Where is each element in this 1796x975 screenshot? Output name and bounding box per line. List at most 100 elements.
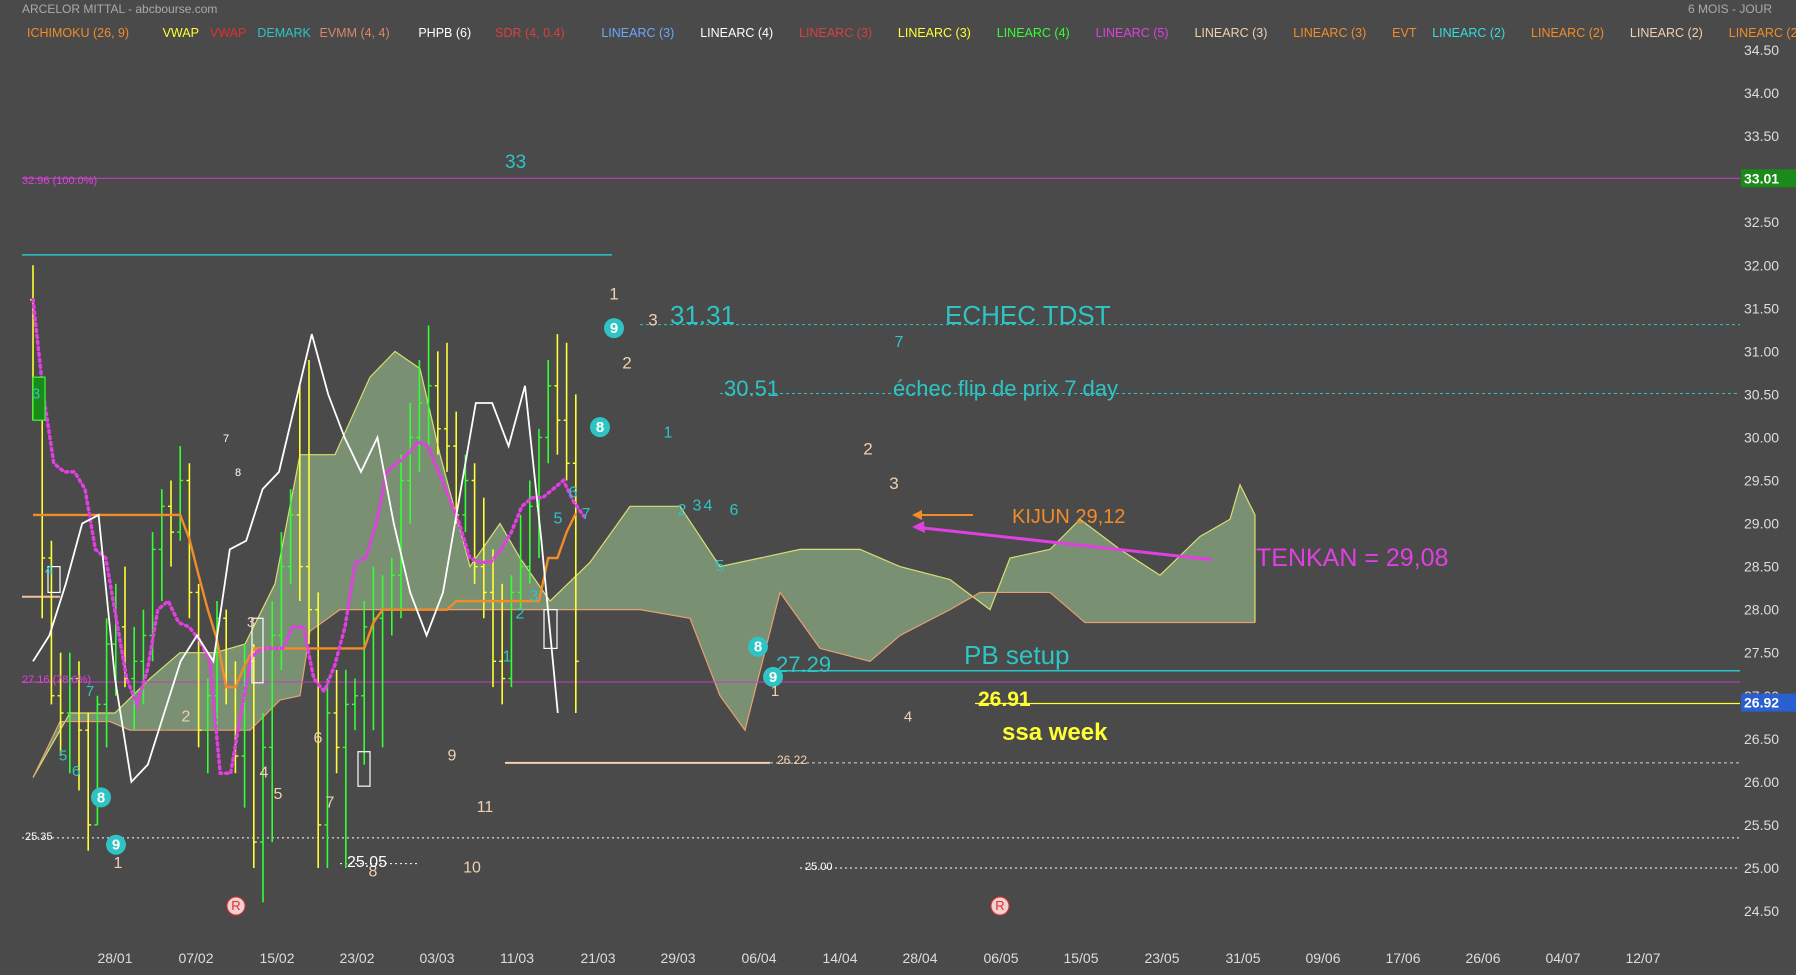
indicator-header: ARCELOR MITTAL - abcbourse.com 6 MOIS - J… <box>22 2 1796 40</box>
kijun-line <box>33 512 577 689</box>
x-tick-label: 15/05 <box>1063 950 1098 966</box>
annotation-text: 27.29 <box>776 652 831 677</box>
ichimoku-cloud <box>32 350 1256 778</box>
td-count-label: 4 <box>704 498 713 515</box>
indicator-legend-item: EVMM (4, 4) <box>320 26 390 40</box>
annotation-text: ssa week <box>1002 719 1108 746</box>
td-count-label: 2 <box>516 605 525 622</box>
indicator-legend-item: LINEARC (4) <box>997 26 1070 40</box>
y-tick-label: 33.50 <box>1744 128 1779 144</box>
td-count-label: 2 <box>182 709 191 726</box>
td-count-label: 3 <box>889 474 898 493</box>
reversal-marker <box>990 896 1010 916</box>
x-tick-label: 15/02 <box>259 950 294 966</box>
td-count-label: 1 <box>664 424 673 441</box>
annotation-text: 26.91 <box>978 688 1031 711</box>
td-count-badge <box>763 666 783 687</box>
x-tick-label: 31/05 <box>1225 950 1260 966</box>
td-count-label: 9 <box>112 837 120 854</box>
price-marker <box>1741 693 1796 712</box>
td-count-badge <box>106 834 126 855</box>
td-count-label: 7 <box>86 683 94 700</box>
td-count-label: 8 <box>97 789 105 806</box>
td-count-label: 6 <box>72 763 80 780</box>
chart-title: ARCELOR MITTAL - abcbourse.com <box>22 2 217 16</box>
td-count-label: 3 <box>32 386 40 403</box>
setup-box <box>32 376 46 421</box>
price-marker-label: 26.92 <box>1744 695 1779 711</box>
indicator-legend-item: SDR (4, 0.4) <box>495 26 564 40</box>
x-tick-label: 23/05 <box>1144 950 1179 966</box>
td-count-label: 9 <box>610 320 618 337</box>
td-count-label: 1 <box>503 648 512 665</box>
tenkan-arrowhead <box>912 520 925 533</box>
indicator-legend-item: LINEARC (5) <box>1096 26 1169 40</box>
x-tick-label: 29/03 <box>660 950 695 966</box>
annotation-text: 27.16 (78.6%) <box>22 674 91 686</box>
tenkan-line <box>31 297 586 775</box>
td-count-label: 4 <box>904 709 912 726</box>
annotation-text: 32.96 (100.0%) <box>22 175 97 187</box>
x-tick-label: 06/05 <box>983 950 1018 966</box>
td-count-badge <box>604 318 624 339</box>
date-axis: 28/01 07/02 15/02 23/02 03/03 11/03 21/03 29/03… <box>97 950 1660 966</box>
y-tick-label: 31.00 <box>1744 343 1779 359</box>
indicator-legend-item: DEMARK <box>257 26 311 40</box>
indicator-legend-item: LINEARC (4) <box>700 26 773 40</box>
td-count-label: 2 <box>863 440 872 459</box>
y-tick-label: 32.50 <box>1744 214 1779 230</box>
x-tick-label: 11/03 <box>500 950 534 966</box>
annotation-text: 25.05 <box>347 854 387 871</box>
chikou-line <box>32 333 559 784</box>
x-tick-label: 21/03 <box>580 950 615 966</box>
td-count-label: 1 <box>609 285 618 304</box>
indicator-legend-item: ICHIMOKU (26, 9) <box>27 26 129 40</box>
price-marker-label: 33.01 <box>1744 170 1779 186</box>
td-count-badge <box>91 787 111 808</box>
y-tick-label: 30.00 <box>1744 429 1779 445</box>
td-count-label: 7 <box>326 795 335 812</box>
x-tick-label: 26/06 <box>1465 950 1500 966</box>
td-count-label: 2 <box>622 354 631 373</box>
setup-boxes <box>32 376 558 787</box>
annotation-text: PB setup <box>964 640 1070 670</box>
td-count-label: 6 <box>569 485 578 502</box>
td-count-label: 5 <box>59 747 67 764</box>
td-count-label: 8 <box>596 419 604 436</box>
setup-box <box>251 617 264 684</box>
indicator-legend-item: LINEARC (3) <box>601 26 674 40</box>
period-label: 6 MOIS - JOUR <box>1688 2 1772 16</box>
y-tick-label: 28.50 <box>1744 559 1779 575</box>
td-count-label: 7 <box>582 506 591 523</box>
price-marker <box>1741 169 1796 188</box>
td-count-label: 4 <box>260 765 269 782</box>
annotation-text: 31.31 <box>670 300 735 330</box>
y-tick-label: 32.00 <box>1744 257 1779 273</box>
x-tick-label: 07/02 <box>178 950 213 966</box>
y-tick-label: 28.00 <box>1744 602 1779 618</box>
kumo-cloud <box>33 351 1255 778</box>
td-count-label: 3 <box>530 588 539 605</box>
td-count-label: 3 <box>693 498 702 515</box>
y-tick-label: 25.00 <box>1744 860 1779 876</box>
td-count-label: 10 <box>463 859 481 876</box>
x-tick-label: 09/06 <box>1305 950 1340 966</box>
x-tick-label: 14/04 <box>822 950 857 966</box>
indicator-legend-item: LINEARC (3) <box>1194 26 1267 40</box>
indicator-lines <box>31 297 586 784</box>
td-count-label: 5 <box>554 511 563 528</box>
kijun-arrowhead <box>912 509 922 520</box>
annotation-text: ECHEC TDST <box>945 300 1111 330</box>
annotation-text: 30.51 <box>724 376 779 401</box>
td-count-label: 11 <box>477 799 494 816</box>
indicator-legend-item: LINEARC (2) <box>1630 26 1703 40</box>
senkou-span-b <box>32 591 1255 778</box>
y-tick-label: 25.50 <box>1744 817 1779 833</box>
x-tick-label: 28/01 <box>97 950 132 966</box>
td-count-label: 2 <box>678 502 687 519</box>
indicator-legend-item: EVT <box>1392 26 1417 40</box>
td-count-label: 3 <box>247 614 255 631</box>
